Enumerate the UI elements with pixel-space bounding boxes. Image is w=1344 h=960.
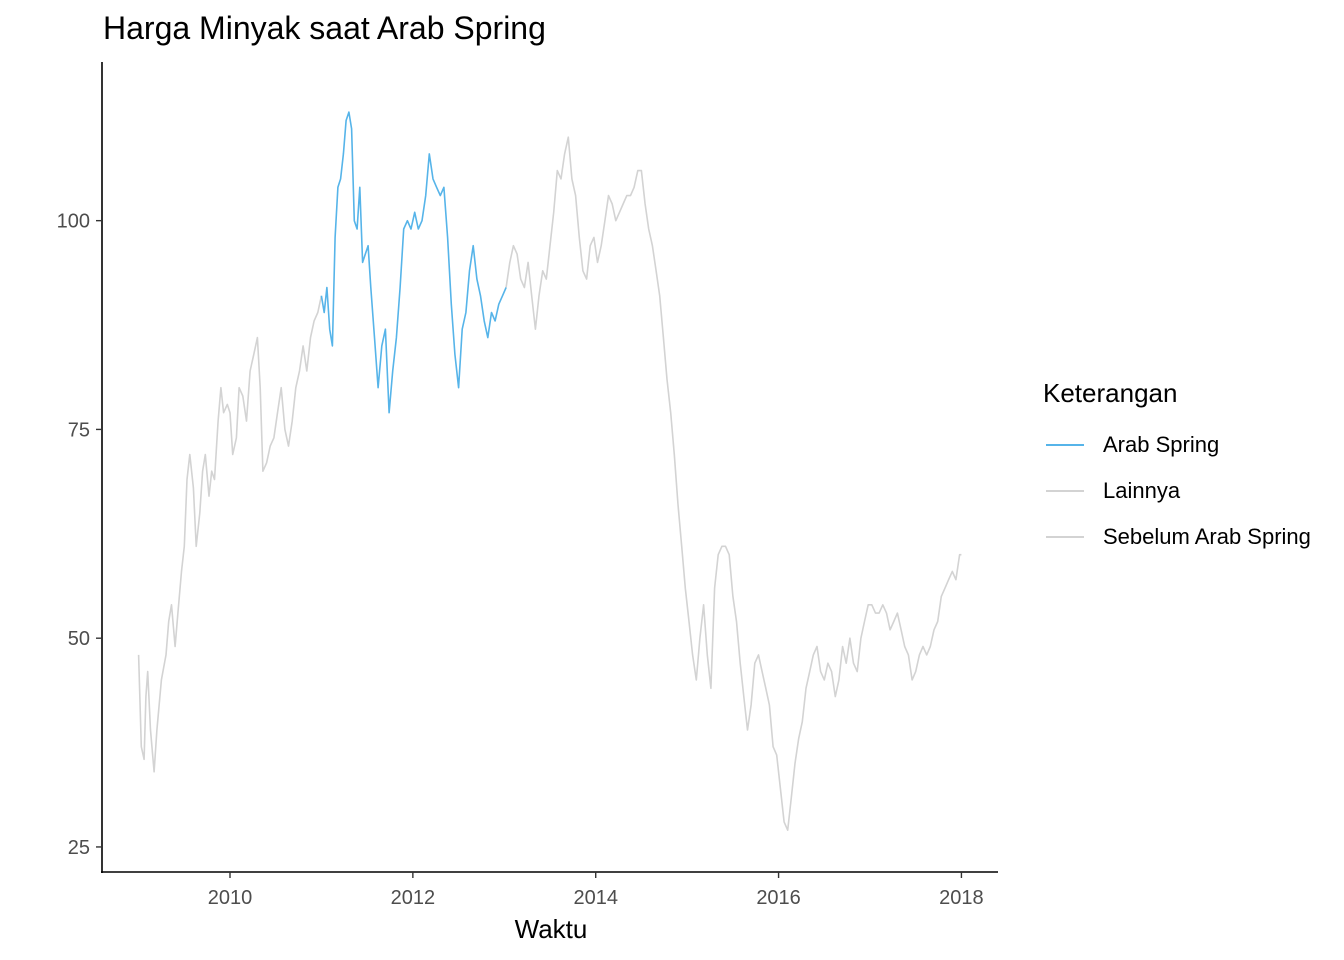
x-axis-title: Waktu <box>515 914 588 944</box>
legend-key-arab-spring <box>1046 444 1084 446</box>
legend-title: Keterangan <box>1043 378 1178 408</box>
y-tick-label: 25 <box>68 837 90 859</box>
legend-label: Arab Spring <box>1103 432 1220 457</box>
legend-key-sebelum-arab-spring <box>1046 536 1084 538</box>
series-line-sebelum-arab-spring <box>137 295 323 773</box>
y-tick-label: 75 <box>68 419 90 441</box>
x-tick-label: 2014 <box>573 887 618 909</box>
x-tick-label: 2018 <box>939 887 984 909</box>
series-line-arab-spring <box>320 111 507 414</box>
legend-label: Sebelum Arab Spring <box>1103 524 1311 549</box>
x-tick-label: 2012 <box>391 887 436 909</box>
legend-item-sebelum-arab-spring: Sebelum Arab Spring <box>1043 522 1343 552</box>
y-tick-label: 100 <box>57 211 90 233</box>
axes-layer: 25 50 75 100 2010 2012 2014 2016 2018 <box>57 62 998 909</box>
series-line-lainnya <box>505 136 962 831</box>
series-layer <box>137 111 962 831</box>
chart-title: Harga Minyak saat Arab Spring <box>103 10 546 46</box>
legend-item-lainnya: Lainnya <box>1043 476 1343 506</box>
legend-key-lainnya <box>1046 490 1084 492</box>
legend-item-arab-spring: Arab Spring <box>1043 430 1343 460</box>
y-tick-label: 50 <box>68 628 90 650</box>
x-tick-label: 2010 <box>208 887 253 909</box>
legend-label: Lainnya <box>1103 478 1181 503</box>
x-tick-label: 2016 <box>756 887 801 909</box>
